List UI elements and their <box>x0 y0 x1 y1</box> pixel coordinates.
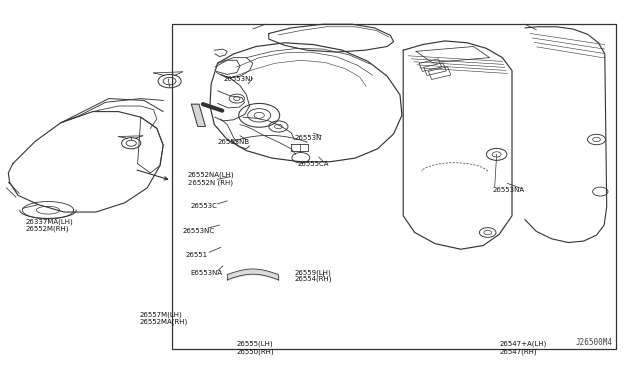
Text: 26555(LH): 26555(LH) <box>237 341 273 347</box>
Text: 26559(LH): 26559(LH) <box>294 269 331 276</box>
Polygon shape <box>191 104 205 126</box>
Text: 26553NB: 26553NB <box>218 139 250 145</box>
Text: 26553NA: 26553NA <box>493 187 525 193</box>
Text: 26552NA(LH): 26552NA(LH) <box>188 171 234 178</box>
Text: 26547+A(LH): 26547+A(LH) <box>499 341 547 347</box>
Text: 26547(RH): 26547(RH) <box>499 348 537 355</box>
Text: 26554(RH): 26554(RH) <box>294 276 332 282</box>
Text: 26553NI: 26553NI <box>224 76 253 82</box>
Text: 26552N (RH): 26552N (RH) <box>188 179 232 186</box>
Text: 26550(RH): 26550(RH) <box>237 348 275 355</box>
Text: 26557M(LH): 26557M(LH) <box>140 311 182 318</box>
Text: E6553NA: E6553NA <box>190 270 222 276</box>
Text: 26553N: 26553N <box>294 135 322 141</box>
Text: 26552MA(RH): 26552MA(RH) <box>140 318 188 325</box>
Text: 26553C: 26553C <box>191 203 218 209</box>
Text: 26553NC: 26553NC <box>182 228 214 234</box>
Text: J26500M4: J26500M4 <box>576 338 613 347</box>
Text: 26337MA(LH): 26337MA(LH) <box>26 218 74 225</box>
Text: 26552M(RH): 26552M(RH) <box>26 225 69 232</box>
Text: 26555CA: 26555CA <box>298 161 329 167</box>
Text: 26551: 26551 <box>186 252 208 258</box>
